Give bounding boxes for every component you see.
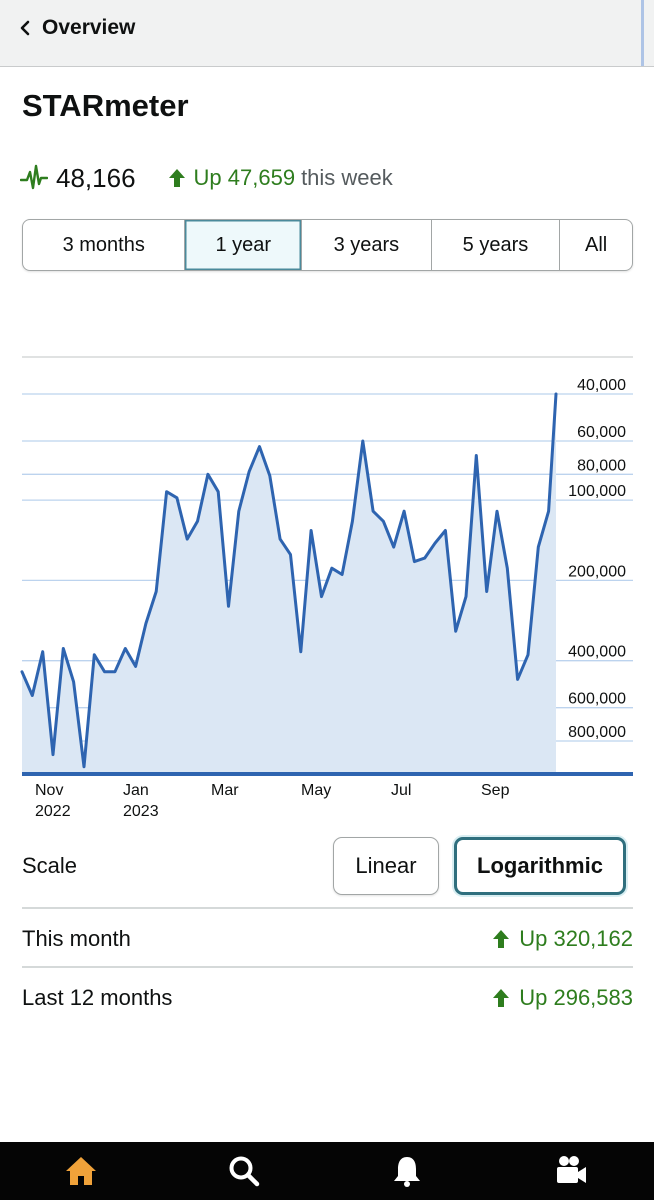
divider <box>22 966 633 968</box>
chevron-left-icon <box>20 20 30 36</box>
y-tick-label: 80,000 <box>577 457 626 474</box>
nav-search[interactable] <box>224 1154 264 1190</box>
weekly-change-suffix: this week <box>301 165 393 190</box>
nav-notifications[interactable] <box>387 1154 427 1190</box>
pulse-icon <box>20 164 48 190</box>
bottom-nav <box>0 1142 654 1200</box>
back-label: Overview <box>42 16 136 39</box>
divider <box>22 907 633 909</box>
home-icon <box>66 1157 96 1185</box>
chart-series-line <box>20 392 558 769</box>
y-tick-label: 600,000 <box>568 691 626 708</box>
range-selector: 3 months 1 year 3 years 5 years All <box>22 219 633 271</box>
stat-row-last-12-months: Last 12 months Up 296,583 <box>22 978 633 1018</box>
y-tick-label: 100,000 <box>568 483 626 500</box>
top-bar: Overview <box>0 0 654 67</box>
stat-value-text: Up 296,583 <box>519 985 633 1010</box>
scroll-indicator <box>641 0 644 66</box>
y-tick-label: 200,000 <box>568 563 626 580</box>
x-tick-label: May <box>301 782 331 799</box>
y-tick-label: 60,000 <box>577 424 626 441</box>
x-axis-baseline <box>22 772 633 776</box>
range-tab-all[interactable]: All <box>585 233 608 256</box>
x-tick-label: Mar <box>211 782 239 799</box>
stat-label: This month <box>22 926 131 951</box>
weekly-change: Up 47,659 this week <box>168 165 393 191</box>
x-tick-label: Sep <box>481 782 510 799</box>
video-camera-icon <box>557 1156 586 1183</box>
nav-video[interactable] <box>551 1154 591 1190</box>
x-tick-label: Jan <box>123 782 149 799</box>
stat-label: Last 12 months <box>22 985 173 1010</box>
range-tab-5-years[interactable]: 5 years <box>432 220 561 270</box>
arrow-up-icon <box>493 989 510 1007</box>
x-axis-labels: Nov 2022 Jan 2023 Mar May Jul Sep <box>35 782 510 820</box>
x-tick-label: Jul <box>391 782 411 799</box>
back-button[interactable]: Overview <box>18 16 135 40</box>
y-tick-label: 400,000 <box>568 644 626 661</box>
arrow-up-icon <box>493 930 510 948</box>
range-tab-1-year[interactable]: 1 year <box>185 220 303 270</box>
stat-row-this-month: This month Up 320,162 <box>22 919 633 959</box>
stat-value: Up 320,162 <box>492 926 633 952</box>
y-tick-label: 40,000 <box>577 377 626 394</box>
page-title: STARmeter <box>22 88 189 123</box>
scale-logarithmic-button[interactable]: Logarithmic <box>454 837 626 895</box>
search-icon <box>229 1156 260 1187</box>
x-tick-year-label: 2022 <box>35 803 71 820</box>
x-tick-year-label: 2023 <box>123 803 159 820</box>
bell-icon <box>394 1157 420 1187</box>
range-tab-3-months[interactable]: 3 months <box>23 220 186 270</box>
scale-label: Scale <box>22 853 78 878</box>
y-axis-labels: 40,000 60,000 80,000 100,000 200,000 400,000 6… <box>568 377 626 741</box>
starmeter-chart: 40,000 60,000 80,000 100,000 200,000 400,000 6… <box>20 356 633 820</box>
meter-value: 48,166 <box>56 162 136 193</box>
nav-home[interactable] <box>61 1154 101 1190</box>
weekly-change-value: Up 47,659 <box>193 165 296 190</box>
y-tick-label: 800,000 <box>568 724 626 741</box>
range-tab-3-years[interactable]: 3 years <box>302 220 432 270</box>
stat-value: Up 296,583 <box>492 985 633 1011</box>
chart-area-fill <box>22 394 556 772</box>
stat-value-text: Up 320,162 <box>519 926 633 951</box>
arrow-up-icon <box>168 169 185 187</box>
scale-linear-button[interactable]: Linear <box>333 837 439 895</box>
meter-summary: 48,166 Up 47,659 this week <box>20 160 393 196</box>
x-tick-label: Nov <box>35 782 63 799</box>
